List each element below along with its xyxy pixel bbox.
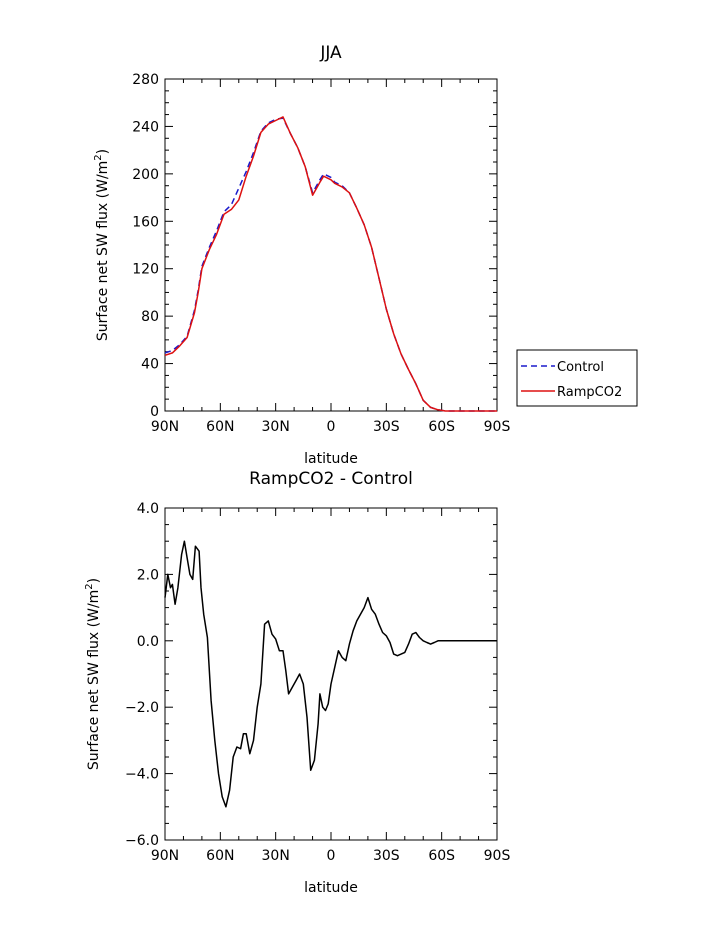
bottom-xtick-label: 90N — [151, 848, 179, 864]
legend-box — [516, 349, 638, 407]
chart-bottom-series — [164, 540, 497, 808]
bottom-xtick-label: 90S — [484, 848, 511, 864]
chart-top-ylabel-main: Surface net SW flux (W/m — [95, 161, 111, 341]
chart-bottom-xlabel: latitude — [304, 880, 358, 896]
top-ytick-label: 160 — [132, 214, 159, 230]
bottom-ytick-label: −2.0 — [125, 700, 159, 716]
bottom-series-line-0 — [164, 540, 497, 808]
top-ytick-label: 200 — [132, 167, 159, 183]
top-ytick-label: 280 — [132, 72, 159, 88]
legend-control-label: Control — [557, 360, 604, 375]
top-xtick-label: 0 — [327, 419, 336, 435]
chart-bottom-y-ticks: −6.0 −4.0 −2.0 0.0 2.0 4.0 — [125, 501, 497, 849]
chart-bottom-frame — [164, 507, 498, 841]
bottom-xtick-label: 0 — [327, 848, 336, 864]
legend-rampco2-label: RampCO2 — [557, 385, 622, 400]
bottom-xtick-label: 60S — [428, 848, 455, 864]
chart-top-legend: Control RampCO2 — [516, 349, 638, 407]
chart-bottom-ylabel-main: Surface net SW flux (W/m — [86, 590, 102, 770]
top-xtick-label: 60S — [428, 419, 455, 435]
chart-top-title: JJA — [319, 43, 342, 63]
top-ytick-label: 0 — [150, 404, 159, 420]
chart-bottom-ylabel-tail: ) — [86, 578, 102, 583]
top-ytick-label: 240 — [132, 119, 159, 135]
chart-top-ylabel: Surface net SW flux (W/m2) — [93, 149, 111, 341]
chart-bottom: RampCO2 - Control −6.0−4.0−2.00.02.04.0 … — [84, 469, 510, 896]
chart-bottom-ylabel: Surface net SW flux (W/m2) — [84, 578, 102, 770]
chart-bottom-ylabel-sup: 2 — [84, 583, 95, 589]
top-ytick-label: 40 — [141, 357, 159, 373]
bottom-ytick-label: 4.0 — [137, 501, 159, 517]
bottom-ytick-label: −4.0 — [125, 767, 159, 783]
chart-top-y-ticks: 0 40 80 120 160 200 240 280 — [132, 72, 497, 420]
chart-bottom-title: RampCO2 - Control — [249, 469, 413, 489]
chart-top-series — [164, 116, 497, 412]
top-series-line-rampco2 — [164, 116, 497, 412]
chart-top-ylabel-tail: ) — [95, 149, 111, 154]
bottom-xtick-label: 30S — [373, 848, 400, 864]
chart-bottom-x-ticks: 90N 60N 30N 0 30S 60S 90S — [151, 508, 511, 864]
chart-top-x-ticks: 90N 60N 30N 0 30S 60S 90S — [151, 79, 511, 435]
bottom-ytick-label: 0.0 — [137, 634, 159, 650]
chart-top-xlabel: latitude — [304, 451, 358, 467]
bottom-ytick-label: 2.0 — [137, 567, 159, 583]
chart-top-frame — [164, 78, 498, 412]
top-xtick-label: 90N — [151, 419, 179, 435]
bottom-xtick-label: 60N — [206, 848, 234, 864]
bottom-ytick-label: −6.0 — [125, 833, 159, 849]
top-ytick-label: 120 — [132, 262, 159, 278]
top-xtick-label: 90S — [484, 419, 511, 435]
top-xtick-label: 60N — [206, 419, 234, 435]
bottom-xtick-label: 30N — [262, 848, 290, 864]
top-xtick-label: 30N — [262, 419, 290, 435]
top-ytick-label: 80 — [141, 309, 159, 325]
top-series-line-control — [164, 117, 497, 412]
chart-top-ylabel-sup: 2 — [93, 154, 104, 160]
chart-top: JJA 0 40 80 120 160 200 240 280 90N 60N 30N 0 30S 60… — [93, 43, 638, 467]
top-xtick-label: 30S — [373, 419, 400, 435]
